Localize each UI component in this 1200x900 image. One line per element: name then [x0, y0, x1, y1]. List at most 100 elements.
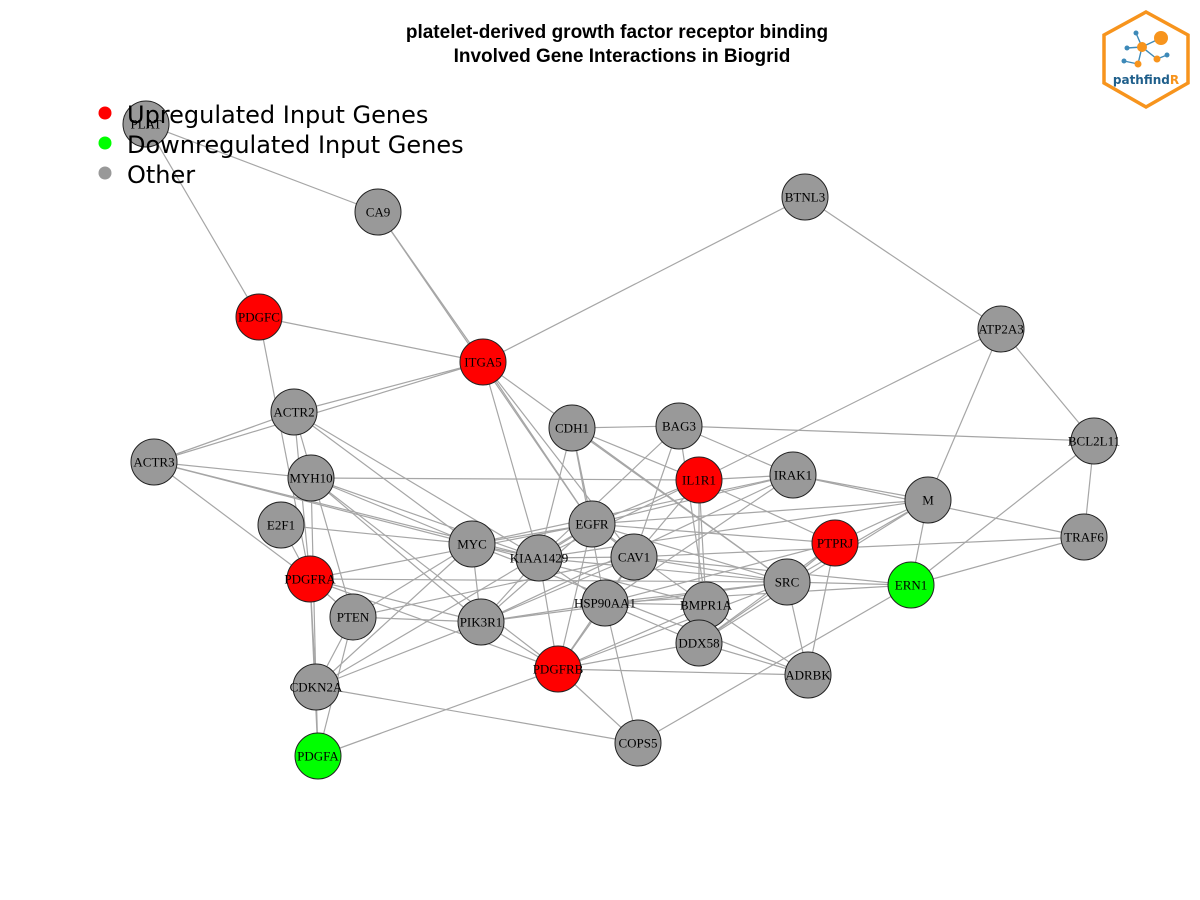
edge-myh10-kiaa1429: [310, 477, 540, 559]
node-circle[interactable]: [675, 456, 723, 504]
edge-irak1-myc: [471, 474, 794, 545]
node-hsp90aa1[interactable]: HSP90AA1: [574, 579, 636, 627]
edge-btnl3-atp2a3: [804, 196, 1002, 330]
node-circle[interactable]: [235, 293, 283, 341]
node-kiaa1429[interactable]: KIAA1429: [510, 534, 569, 582]
node-plat[interactable]: PLAT: [122, 100, 170, 148]
edge-bag3-kiaa1429: [538, 425, 680, 559]
node-circle[interactable]: [763, 558, 811, 606]
node-circle[interactable]: [354, 188, 402, 236]
edge-cav1-pten: [352, 556, 635, 618]
node-circle[interactable]: [459, 338, 507, 386]
node-il1r1[interactable]: IL1R1: [675, 456, 723, 504]
network-icon: [1121, 30, 1170, 68]
node-circle[interactable]: [457, 598, 505, 646]
node-cav1[interactable]: CAV1: [610, 533, 658, 581]
node-circle[interactable]: [675, 619, 723, 667]
node-m[interactable]: M: [904, 476, 952, 524]
node-label: MYH10: [289, 471, 332, 486]
node-pdgfrb[interactable]: PDGFRB: [533, 645, 584, 693]
edge-ern1-cops5: [637, 584, 912, 744]
node-pdgfa[interactable]: PDGFA: [294, 732, 342, 780]
node-bag3[interactable]: BAG3: [655, 402, 703, 450]
node-circle[interactable]: [329, 593, 377, 641]
node-circle[interactable]: [270, 388, 318, 436]
edge-traf6-ern1: [910, 536, 1085, 586]
node-traf6[interactable]: TRAF6: [1060, 513, 1108, 561]
node-circle[interactable]: [122, 100, 170, 148]
node-circle[interactable]: [534, 645, 582, 693]
node-ca9[interactable]: CA9: [354, 188, 402, 236]
node-ddx58[interactable]: DDX58: [675, 619, 723, 667]
node-circle[interactable]: [887, 561, 935, 609]
node-cdkn2a[interactable]: CDKN2A: [290, 663, 343, 711]
node-pten[interactable]: PTEN: [329, 593, 377, 641]
node-label: IRAK1: [774, 468, 812, 483]
node-circle[interactable]: [257, 501, 305, 549]
node-circle[interactable]: [781, 173, 829, 221]
node-circle[interactable]: [294, 732, 342, 780]
node-bcl2l11[interactable]: BCL2L11: [1068, 417, 1120, 465]
edge-kiaa1429-src: [538, 557, 788, 583]
node-myc[interactable]: MYC: [448, 520, 496, 568]
node-circle[interactable]: [614, 719, 662, 767]
node-myh10[interactable]: MYH10: [287, 454, 335, 502]
node-circle[interactable]: [904, 476, 952, 524]
node-actr3[interactable]: ACTR3: [130, 438, 178, 486]
edge-actr2-kiaa1429: [293, 411, 540, 559]
node-circle[interactable]: [286, 555, 334, 603]
figure-title: platelet-derived growth factor receptor …: [406, 22, 828, 67]
pathfindr-logo: pathfindR: [1102, 10, 1190, 110]
node-atp2a3[interactable]: ATP2A3: [977, 305, 1025, 353]
node-pik3r1[interactable]: PIK3R1: [457, 598, 505, 646]
node-egfr[interactable]: EGFR: [568, 500, 616, 548]
node-circle[interactable]: [548, 404, 596, 452]
node-circle[interactable]: [1060, 513, 1108, 561]
edge-ern1-bcl2l11: [910, 440, 1095, 586]
node-circle[interactable]: [1070, 417, 1118, 465]
node-circle[interactable]: [784, 651, 832, 699]
edge-myh10-il1r1: [310, 477, 700, 481]
node-circle[interactable]: [568, 500, 616, 548]
node-label: SRC: [775, 575, 800, 590]
node-label: KIAA1429: [510, 551, 569, 566]
node-irak1[interactable]: IRAK1: [769, 451, 817, 499]
node-btnl3[interactable]: BTNL3: [781, 173, 829, 221]
node-ern1[interactable]: ERN1: [887, 561, 935, 609]
node-itga5[interactable]: ITGA5: [459, 338, 507, 386]
node-pdgfc[interactable]: PDGFC: [235, 293, 283, 341]
edge-bag3-bcl2l11: [678, 425, 1095, 442]
node-label: ACTR2: [273, 405, 314, 420]
node-circle[interactable]: [811, 519, 859, 567]
node-circle[interactable]: [610, 533, 658, 581]
node-actr2[interactable]: ACTR2: [270, 388, 318, 436]
node-ptprj[interactable]: PTPRJ: [811, 519, 859, 567]
node-circle[interactable]: [287, 454, 335, 502]
node-circle[interactable]: [515, 534, 563, 582]
nodes-layer: PLAT CA9 BTNL3 PDGFC ITGA5 ATP2A3 ACTR2 CDH1 BAG…: [122, 100, 1120, 780]
node-circle[interactable]: [292, 663, 340, 711]
node-bmpr1a[interactable]: BMPR1A: [680, 581, 733, 629]
node-circle[interactable]: [448, 520, 496, 568]
node-label: BCL2L11: [1068, 434, 1120, 449]
node-circle[interactable]: [655, 402, 703, 450]
node-cdh1[interactable]: CDH1: [548, 404, 596, 452]
node-label: PDGFRB: [533, 662, 584, 677]
node-circle[interactable]: [581, 579, 629, 627]
node-label: ADRBK: [785, 668, 831, 683]
edge-pdgfrb-adrbk: [557, 668, 809, 676]
node-e2f1[interactable]: E2F1: [257, 501, 305, 549]
legend-label-up: Upregulated Input Genes: [127, 101, 428, 129]
logo-text-accent: R: [1170, 73, 1179, 87]
edge-actr3-myh10: [153, 461, 312, 479]
edge-egfr-ptprj: [591, 523, 836, 544]
node-circle[interactable]: [769, 451, 817, 499]
node-src[interactable]: SRC: [763, 558, 811, 606]
node-cops5[interactable]: COPS5: [614, 719, 662, 767]
node-pdgfra[interactable]: PDGFRA: [284, 555, 336, 603]
node-circle[interactable]: [130, 438, 178, 486]
node-circle[interactable]: [977, 305, 1025, 353]
node-adrbk[interactable]: ADRBK: [784, 651, 832, 699]
edge-pdgfrb-pdgfa: [317, 668, 559, 757]
